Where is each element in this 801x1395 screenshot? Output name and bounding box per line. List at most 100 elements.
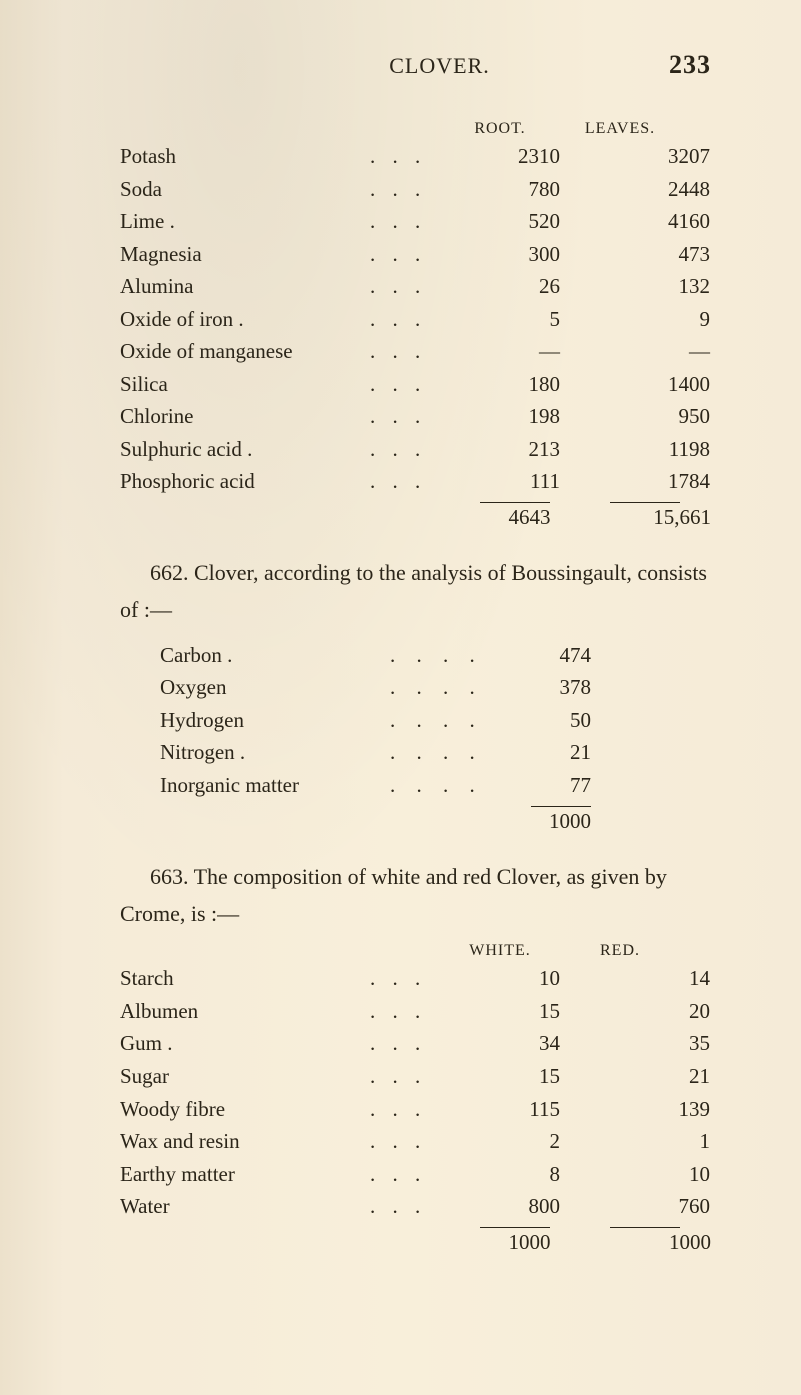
row-red: 14 (590, 962, 710, 995)
row-root: 111 (440, 465, 590, 498)
table-row: Starch. . .1014 (120, 962, 711, 995)
table2-body: Carbon .. . . . .474Oxygen. . . . .378Hy… (120, 639, 711, 802)
table2-total: 1000 (120, 809, 711, 834)
table-row: Earthy matter. . .810 (120, 1158, 711, 1191)
row-label: Oxide of manganese (120, 335, 370, 368)
row-leaves: 1400 (590, 368, 710, 401)
row-leaves: 132 (590, 270, 710, 303)
row-root: 300 (440, 238, 590, 271)
row-leaves: 473 (590, 238, 710, 271)
table3-total-white: 1000 (440, 1230, 581, 1255)
row-root: 520 (440, 205, 590, 238)
row-label: Hydrogen (160, 704, 390, 737)
row-leaves: — (590, 335, 710, 368)
table1-body: Potash. . .23103207Soda. . .7802448Lime … (120, 140, 711, 498)
leader-dots: . . . (370, 995, 440, 1028)
table3-body: Starch. . .1014Albumen. . .1520Gum .. . … (120, 962, 711, 1222)
row-white: 115 (440, 1093, 590, 1126)
table-row: Nitrogen .. . . . .21 (160, 736, 591, 769)
row-label: Earthy matter (120, 1158, 370, 1191)
row-value: 77 (491, 769, 591, 802)
leader-dots: . . . . . (390, 769, 491, 802)
row-label: Woody fibre (120, 1093, 370, 1126)
running-title: CLOVER. (120, 53, 669, 79)
row-label: Silica (120, 368, 370, 401)
row-label: Phosphoric acid (120, 465, 370, 498)
row-label: Carbon . (160, 639, 390, 672)
row-root: — (440, 335, 590, 368)
table1-total-root: 4643 (440, 505, 581, 530)
col-leaves: LEAVES. (560, 120, 680, 138)
table1-total-leaves: 15,661 (581, 505, 712, 530)
row-leaves: 9 (590, 303, 710, 336)
row-white: 15 (440, 1060, 590, 1093)
running-head: CLOVER. 233 (120, 50, 711, 80)
table-row: Oxide of iron .. . .59 (120, 303, 711, 336)
table1-rule (120, 502, 711, 503)
leader-dots: . . . (370, 1093, 440, 1126)
row-red: 21 (590, 1060, 710, 1093)
row-leaves: 4160 (590, 205, 710, 238)
table3-totals: 1000 1000 (120, 1230, 711, 1255)
row-label: Albumen (120, 995, 370, 1028)
row-root: 180 (440, 368, 590, 401)
table-row: Gum .. . .3435 (120, 1027, 711, 1060)
table3-total-red: 1000 (581, 1230, 712, 1255)
row-label: Chlorine (120, 400, 370, 433)
table-row: Magnesia. . .300473 (120, 238, 711, 271)
leader-dots: . . . (370, 270, 440, 303)
col-white: WHITE. (440, 942, 560, 960)
row-leaves: 3207 (590, 140, 710, 173)
row-root: 2310 (440, 140, 590, 173)
row-red: 10 (590, 1158, 710, 1191)
col-root: ROOT. (440, 120, 560, 138)
row-leaves: 1784 (590, 465, 710, 498)
table-row: Lime .. . .5204160 (120, 205, 711, 238)
table-row: Potash. . .23103207 (120, 140, 711, 173)
table-row: Albumen. . .1520 (120, 995, 711, 1028)
table-row: Chlorine. . .198950 (120, 400, 711, 433)
leader-dots: . . . (370, 1060, 440, 1093)
table3-column-headers: WHITE. RED. (120, 942, 711, 960)
row-white: 2 (440, 1125, 590, 1158)
table-row: Woody fibre. . .115139 (120, 1093, 711, 1126)
row-value: 21 (491, 736, 591, 769)
table3-rule (120, 1227, 711, 1228)
row-label: Water (120, 1190, 370, 1223)
table1-totals: 4643 15,661 (120, 505, 711, 530)
table2-rule (120, 806, 711, 807)
row-label: Wax and resin (120, 1125, 370, 1158)
paragraph-662: 662. Clover, according to the analysis o… (120, 554, 711, 629)
leader-dots: . . . (370, 173, 440, 206)
row-red: 760 (590, 1190, 710, 1223)
leader-dots: . . . (370, 1158, 440, 1191)
row-label: Lime . (120, 205, 370, 238)
table-row: Alumina. . .26132 (120, 270, 711, 303)
row-value: 378 (491, 671, 591, 704)
row-label: Sugar (120, 1060, 370, 1093)
row-leaves: 1198 (590, 433, 710, 466)
table-row: Carbon .. . . . .474 (160, 639, 591, 672)
page-number: 233 (669, 50, 711, 80)
leader-dots: . . . (370, 1125, 440, 1158)
row-white: 34 (440, 1027, 590, 1060)
leader-dots: . . . . . (390, 639, 491, 672)
table2-total-value: 1000 (491, 809, 591, 834)
leader-dots: . . . (370, 962, 440, 995)
table-row: Wax and resin. . .21 (120, 1125, 711, 1158)
leader-dots: . . . . . (390, 671, 491, 704)
leader-dots: . . . (370, 205, 440, 238)
leader-dots: . . . (370, 303, 440, 336)
table-row: Hydrogen. . . . .50 (160, 704, 591, 737)
col-red: RED. (560, 942, 680, 960)
paragraph-663: 663. The composition of white and red Cl… (120, 858, 711, 933)
table-row: Oxide of manganese. . .—— (120, 335, 711, 368)
row-value: 474 (491, 639, 591, 672)
row-root: 213 (440, 433, 590, 466)
table-row: Phosphoric acid. . .1111784 (120, 465, 711, 498)
row-red: 35 (590, 1027, 710, 1060)
row-label: Magnesia (120, 238, 370, 271)
row-white: 8 (440, 1158, 590, 1191)
leader-dots: . . . (370, 368, 440, 401)
row-label: Potash (120, 140, 370, 173)
